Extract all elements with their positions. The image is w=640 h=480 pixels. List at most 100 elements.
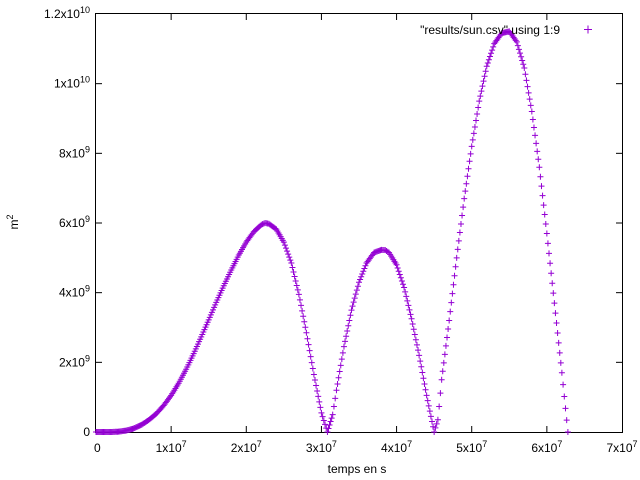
data-point [400, 281, 407, 288]
x-axis-ticks: 0 1x107 2x107 3x107 4x107 5x107 6x107 7x107 [94, 14, 638, 455]
data-point [356, 279, 362, 286]
data-point [353, 287, 360, 294]
data-point [474, 111, 481, 118]
data-point [556, 349, 563, 356]
data-point [451, 272, 458, 279]
data-point [436, 403, 443, 410]
x-tick-label: 6x107 [531, 439, 562, 455]
x-tick-label: 4x107 [381, 439, 412, 455]
data-point [431, 429, 438, 435]
data-point [411, 331, 418, 338]
data-point [471, 123, 478, 130]
data-point [423, 392, 430, 399]
data-point [295, 291, 302, 298]
data-point [456, 229, 463, 236]
data-point [310, 371, 317, 378]
data-point [311, 376, 318, 383]
data-point [450, 281, 457, 288]
data-point [527, 102, 534, 109]
data-point [343, 333, 350, 340]
data-point [552, 310, 559, 317]
data-point [532, 132, 539, 139]
x-tick-label: 7x107 [606, 439, 637, 455]
data-point [480, 78, 487, 85]
data-point [421, 380, 428, 387]
data-point [524, 83, 531, 90]
data-point [317, 404, 324, 411]
data-point [560, 381, 567, 388]
x-tick-label: 0 [94, 441, 101, 455]
data-point [288, 260, 295, 267]
series-points [93, 28, 571, 435]
data-point [441, 351, 448, 358]
data-point [469, 136, 476, 143]
data-point [329, 411, 336, 418]
data-point [434, 416, 441, 423]
data-point [335, 374, 342, 381]
data-point [520, 61, 527, 68]
data-point [537, 173, 544, 180]
data-point [553, 320, 560, 327]
data-point [427, 413, 434, 420]
data-point [424, 397, 431, 404]
x-tick-label: 2x107 [231, 439, 262, 455]
data-point [466, 158, 473, 165]
data-point [294, 286, 301, 293]
data-point [301, 318, 308, 325]
data-point [459, 212, 466, 219]
data-point [352, 291, 359, 298]
data-point [309, 365, 316, 372]
data-point [416, 352, 423, 359]
data-point [402, 288, 409, 295]
data-point [300, 313, 307, 320]
data-point [422, 386, 429, 393]
data-point [515, 46, 522, 53]
legend: "results/sun.csv" using 1:9 [420, 23, 592, 37]
data-point [396, 271, 403, 278]
data-point [521, 64, 528, 71]
data-point [361, 265, 368, 272]
data-point [519, 57, 526, 64]
data-point [324, 429, 331, 435]
data-point [306, 347, 313, 354]
data-point [486, 53, 493, 60]
y-tick-label: 6x109 [59, 214, 90, 230]
data-point [286, 254, 293, 261]
legend-entry-label: "results/sun.csv" using 1:9 [420, 23, 560, 37]
data-point [538, 183, 545, 190]
data-point [557, 359, 564, 366]
data-point [316, 398, 323, 405]
data-point [342, 338, 349, 345]
data-point [344, 327, 351, 334]
data-point [313, 382, 320, 389]
data-point [440, 359, 447, 366]
y-tick-label: 0 [83, 425, 90, 439]
data-point [460, 204, 467, 211]
x-tick-label: 5x107 [456, 439, 487, 455]
data-point [397, 274, 404, 281]
data-point [332, 395, 339, 402]
data-point [513, 38, 520, 45]
data-point [539, 192, 546, 199]
y-tick-label: 4x109 [59, 284, 90, 300]
data-point [453, 254, 460, 261]
data-point [535, 156, 542, 163]
data-point [327, 418, 334, 425]
data-point [359, 271, 366, 278]
data-point [426, 408, 433, 415]
data-point [303, 329, 310, 336]
data-point [470, 130, 477, 137]
data-point [333, 387, 340, 394]
data-point [445, 325, 452, 332]
data-point [314, 387, 321, 394]
data-point [529, 116, 536, 123]
data-point [292, 277, 299, 284]
data-point [464, 173, 471, 180]
data-point [328, 415, 335, 422]
data-point [488, 50, 495, 57]
data-point [483, 63, 490, 70]
data-point [318, 409, 325, 416]
y-axis-ticks: 0 2x109 4x109 6x109 8x109 1x1010 1.2x1010 [44, 5, 622, 439]
data-point [412, 336, 419, 343]
data-point [476, 98, 483, 105]
